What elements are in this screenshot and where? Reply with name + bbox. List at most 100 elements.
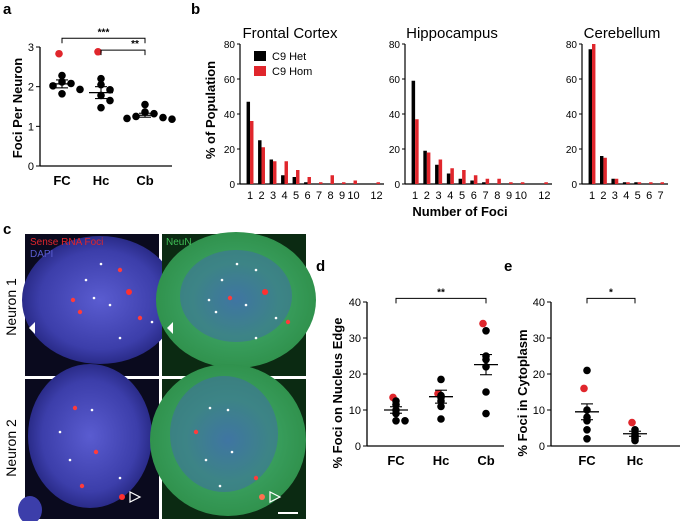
e-y-tick-label: 30	[533, 333, 545, 345]
rna-focus-dot	[118, 476, 122, 480]
b-cerebellum-bar-het	[622, 182, 627, 184]
a-y-tick-label: 3	[28, 42, 34, 54]
panel-a-scatter: Foci Per Neuron	[10, 58, 25, 158]
b-frontal-bar-het	[281, 175, 285, 184]
b-cerebellum-bar-het	[600, 156, 604, 184]
b-frontal-y-tick-label: 40	[224, 110, 236, 121]
rna-focus-dot	[254, 268, 258, 272]
image-neuron1-dapi	[22, 234, 178, 376]
rna-focus-dot	[93, 449, 99, 455]
rna-focus-dot	[108, 303, 112, 307]
b-frontal-bar-hom	[330, 175, 334, 184]
a-data-point	[49, 82, 57, 90]
b-hippocampus-bar-het	[458, 178, 463, 184]
b-hippocampus-bar-hom	[473, 175, 478, 184]
b-frontal-bar-hom	[342, 182, 346, 184]
a-data-point	[132, 112, 140, 121]
b-frontal-bar-hom	[273, 161, 277, 184]
b-frontal-bar-hom	[250, 121, 254, 184]
a-data-point	[94, 47, 102, 56]
a-data-point	[97, 74, 105, 83]
b-frontal-bar-het	[246, 101, 251, 184]
b-frontal-x-tick-label: 5	[293, 190, 299, 202]
a-significance-label: **	[131, 39, 139, 50]
a-category-label: Hc	[93, 173, 110, 188]
rna-focus-dot	[218, 484, 222, 488]
rna-focus-dot	[230, 450, 234, 454]
b-frontal-bar-hom	[353, 180, 357, 184]
b-hippocampus-bar-hom	[426, 152, 431, 184]
rna-focus-dot	[259, 494, 265, 500]
cerebellum-title: Cerebellum	[584, 25, 661, 42]
panel-a-ylabel: Foci Per Neuron	[10, 58, 25, 158]
d-data-point	[437, 375, 445, 384]
b-hippocampus-x-tick-label: 7	[483, 190, 489, 202]
a-data-point	[58, 71, 66, 80]
d-data-point	[401, 417, 409, 425]
a-data-point	[150, 109, 158, 118]
legend-label-het: C9 Het	[272, 51, 306, 63]
b-frontal-y-tick-label: 60	[224, 75, 236, 86]
d-data-point	[437, 402, 445, 411]
b-frontal-x-tick-label: 7	[316, 190, 322, 202]
rna-focus-dot	[226, 408, 230, 412]
rna-focus-dot	[214, 310, 218, 314]
b-hippocampus-bar-hom	[497, 178, 501, 184]
b-hippocampus-bar-hom	[450, 168, 454, 184]
a-data-point	[106, 86, 114, 94]
rna-focus-dot	[118, 336, 122, 340]
b-hippocampus-x-tick-label: 1	[412, 190, 418, 202]
b-hippocampus-bar-hom	[509, 182, 513, 184]
b-frontal-y-tick-label: 0	[229, 180, 235, 191]
d-data-point	[482, 327, 490, 335]
open-arrowhead-icon	[129, 491, 142, 503]
b-cerebellum-x-tick-label: 4	[623, 190, 629, 202]
open-arrowhead-icon	[269, 491, 282, 503]
panel-c-micrographs: Neuron 1 Neuron 2	[3, 232, 316, 521]
b-frontal-x-tick-label: 9	[339, 190, 345, 202]
b-hippocampus-x-tick-label: 8	[494, 190, 500, 202]
d-data-point	[482, 388, 490, 396]
e-category-label: Hc	[627, 453, 644, 468]
b-cerebellum-x-tick-label: 3	[612, 190, 618, 202]
e-significance-bracket	[586, 297, 636, 304]
a-y-tick-label: 2	[28, 82, 34, 94]
a-category-label: Cb	[136, 173, 153, 188]
b-frontal-bar-hom	[284, 161, 288, 184]
panel-b-histograms: Number of Foci % of Population Frontal C…	[203, 25, 660, 219]
d-y-tick-label: 10	[349, 405, 361, 417]
d-y-tick-label: 20	[349, 369, 361, 381]
b-cerebellum-x-tick-label: 2	[600, 190, 606, 202]
b-frontal-x-tick-label: 12	[370, 190, 382, 202]
a-data-point	[141, 108, 149, 116]
rna-focus-dot	[72, 405, 78, 411]
a-data-point	[168, 115, 176, 123]
b-frontal-bar-het	[292, 177, 297, 184]
a-data-point	[141, 100, 149, 109]
rna-focus-dot	[68, 458, 72, 462]
panel-label-a: a	[3, 1, 12, 18]
rna-focus-dot	[79, 483, 85, 489]
image-neuron1-neun	[156, 232, 316, 376]
b-hippocampus-y-tick-label: 60	[389, 75, 401, 86]
a-significance-label: ***	[98, 27, 110, 38]
e-data-point	[583, 426, 591, 434]
b-cerebellum-y-tick-label: 20	[566, 145, 578, 156]
b-hippocampus-x-tick-label: 10	[515, 190, 527, 202]
b-hippocampus-y-tick-label: 40	[389, 110, 401, 121]
b-hippocampus-x-tick-label: 4	[447, 190, 453, 202]
legend: C9 Het C9 Hom	[254, 51, 312, 78]
b-hippocampus-bar-hom	[415, 119, 419, 184]
b-frontal-x-tick-label: 2	[258, 190, 264, 202]
d-y-tick-label: 40	[349, 297, 361, 309]
b-frontal-x-tick-label: 1	[247, 190, 253, 202]
d-category-label: FC	[387, 453, 405, 468]
rna-focus-dot	[99, 262, 103, 266]
d-data-point	[437, 415, 445, 423]
d-category-label: Cb	[477, 453, 494, 468]
b-frontal-x-tick-label: 10	[347, 190, 359, 202]
b-cerebellum-bar-het	[634, 182, 638, 184]
b-hippocampus-bar-het	[470, 180, 474, 184]
channel-label-dapi: DAPI	[30, 249, 53, 260]
